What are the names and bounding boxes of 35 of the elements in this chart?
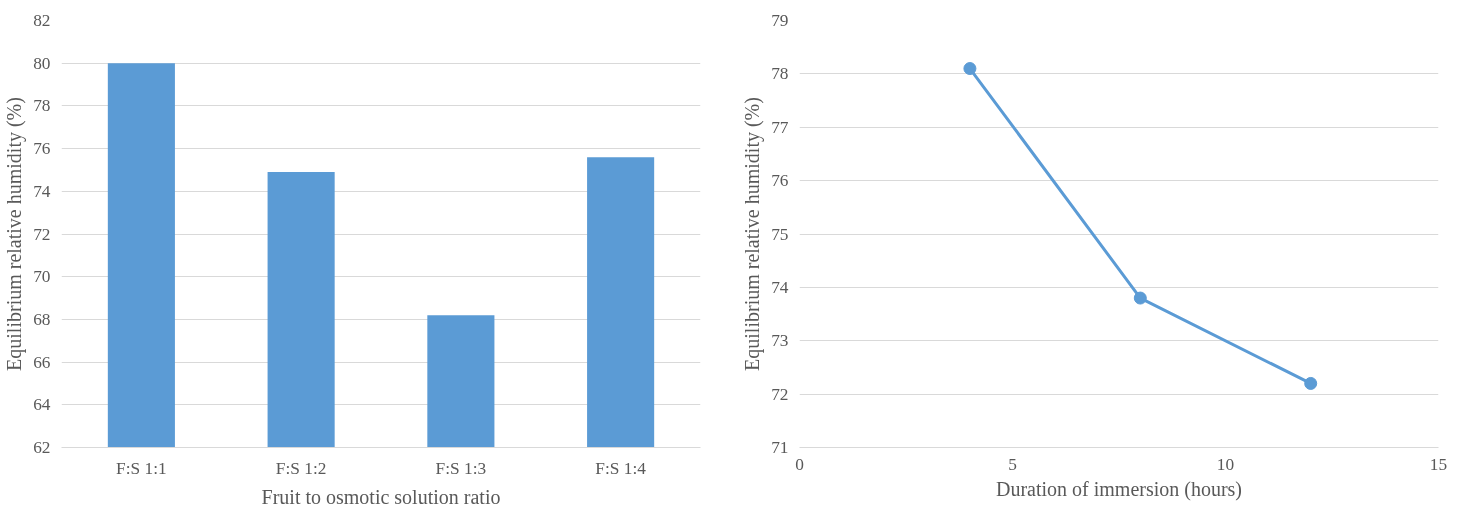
- y-tick-label: 64: [33, 395, 51, 415]
- y-tick-label: 75: [771, 224, 789, 244]
- x-tick-label: F:S 1:1: [116, 458, 167, 478]
- x-tick-label: F:S 1:4: [595, 458, 647, 478]
- y-axis-title: Equilibrium relative humidity (%): [741, 97, 765, 371]
- y-tick-label: 70: [33, 267, 51, 287]
- x-tick-label: F:S 1:3: [435, 458, 487, 478]
- x-tick-label: 0: [795, 454, 804, 474]
- y-tick-label: 73: [771, 331, 789, 351]
- y-tick-label: 71: [771, 438, 789, 457]
- point: [1304, 376, 1318, 390]
- x-axis-title: Fruit to osmotic solution ratio: [261, 485, 501, 508]
- y-tick-label: 78: [771, 64, 789, 84]
- y-tick-label: 72: [771, 384, 789, 404]
- point: [1133, 291, 1147, 305]
- y-tick-label: 68: [33, 309, 51, 329]
- y-tick-label: 76: [771, 171, 789, 191]
- y-tick-label: 74: [33, 181, 51, 201]
- y-tick-label: 74: [771, 277, 789, 297]
- y-tick-label: 72: [33, 224, 51, 244]
- y-tick-label: 76: [33, 139, 51, 159]
- point: [963, 62, 977, 76]
- x-tick-label: 10: [1216, 454, 1235, 474]
- y-tick-label: 79: [771, 11, 789, 30]
- y-tick-label: 80: [33, 53, 51, 73]
- y-tick-label: 66: [33, 352, 51, 372]
- y-tick-label: 82: [33, 11, 51, 30]
- x-tick-label: 5: [1008, 454, 1017, 474]
- y-axis-title: Equilibrium relative humidity (%): [3, 97, 27, 371]
- y-tick-label: 78: [33, 96, 51, 116]
- x-tick-label: F:S 1:2: [275, 458, 327, 478]
- y-tick-label: 77: [771, 117, 789, 137]
- x-tick-label: 15: [1429, 454, 1448, 474]
- x-axis-title: Duration of immersion (hours): [995, 477, 1243, 501]
- y-tick-label: 62: [33, 438, 51, 457]
